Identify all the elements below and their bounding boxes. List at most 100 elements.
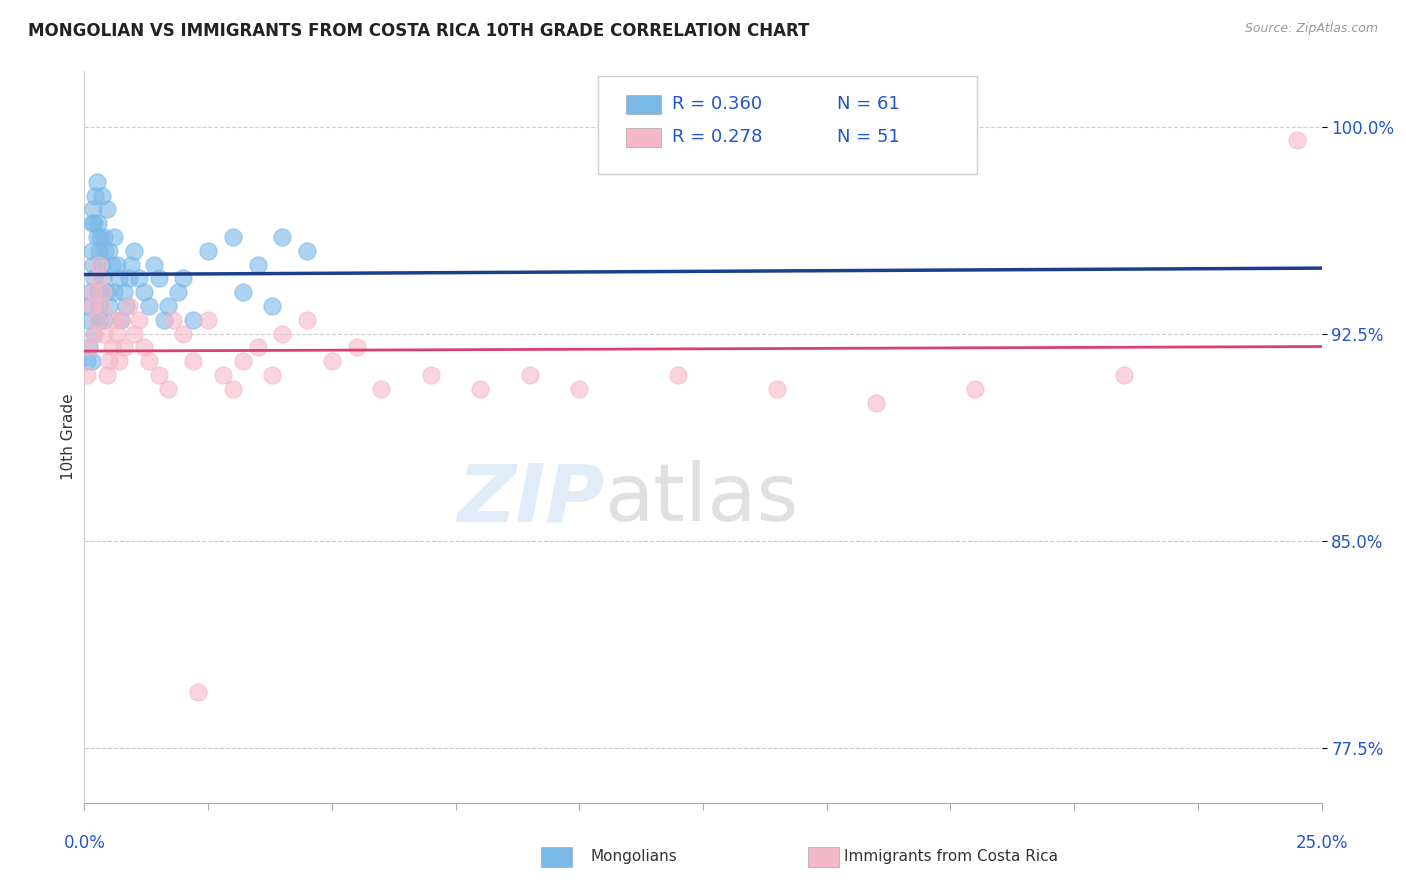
Point	[103, 285, 125, 300]
Point	[157, 382, 180, 396]
Text: ZIP: ZIP	[457, 460, 605, 538]
Point	[172, 271, 194, 285]
Point	[84, 188, 107, 202]
Point	[152, 312, 174, 326]
Point	[246, 340, 269, 354]
Point	[122, 244, 145, 258]
Point	[222, 382, 245, 396]
Point	[89, 299, 111, 313]
Point	[122, 326, 145, 341]
Point	[93, 230, 115, 244]
Point	[262, 368, 284, 382]
Y-axis label: 10th Grade: 10th Grade	[60, 393, 76, 481]
Point	[1285, 133, 1308, 147]
Point	[76, 354, 98, 368]
Point	[98, 354, 121, 368]
Text: 25.0%: 25.0%	[1295, 834, 1348, 852]
Point	[142, 258, 165, 272]
Point	[167, 285, 190, 300]
Point	[80, 299, 103, 313]
Point	[1112, 368, 1135, 382]
Point	[98, 299, 121, 313]
Point	[86, 312, 108, 326]
Point	[197, 312, 219, 326]
Point	[148, 368, 170, 382]
Point	[568, 382, 591, 396]
Text: R = 0.360: R = 0.360	[672, 95, 762, 113]
Point	[86, 175, 108, 189]
Point	[77, 312, 100, 326]
Point	[100, 340, 122, 354]
Point	[232, 354, 254, 368]
Point	[76, 368, 98, 382]
Point	[262, 299, 284, 313]
Point	[138, 299, 160, 313]
Point	[271, 230, 294, 244]
Point	[118, 299, 141, 313]
Text: 0.0%: 0.0%	[63, 834, 105, 852]
Point	[222, 230, 245, 244]
Text: atlas: atlas	[605, 460, 799, 538]
Point	[965, 382, 987, 396]
Point	[470, 382, 492, 396]
Point	[91, 271, 114, 285]
Point	[89, 312, 111, 326]
Point	[321, 354, 343, 368]
Point	[128, 312, 150, 326]
Point	[87, 271, 110, 285]
Point	[82, 258, 104, 272]
Point	[865, 395, 887, 409]
Point	[89, 244, 111, 258]
Point	[90, 188, 112, 202]
Point	[96, 202, 118, 217]
Point	[157, 299, 180, 313]
Point	[187, 685, 209, 699]
Point	[86, 230, 108, 244]
Point	[519, 368, 541, 382]
Point	[89, 258, 111, 272]
Point	[118, 271, 141, 285]
Point	[103, 230, 125, 244]
Point	[79, 299, 101, 313]
Point	[83, 216, 105, 230]
Text: N = 61: N = 61	[837, 95, 900, 113]
Point	[80, 244, 103, 258]
Point	[132, 340, 155, 354]
Point	[112, 285, 135, 300]
Point	[91, 285, 114, 300]
Point	[90, 258, 112, 272]
Point	[93, 312, 115, 326]
Point	[120, 258, 142, 272]
Point	[79, 340, 101, 354]
Point	[105, 258, 128, 272]
Point	[766, 382, 789, 396]
Point	[232, 285, 254, 300]
Point	[96, 368, 118, 382]
Point	[181, 354, 204, 368]
Text: MONGOLIAN VS IMMIGRANTS FROM COSTA RICA 10TH GRADE CORRELATION CHART: MONGOLIAN VS IMMIGRANTS FROM COSTA RICA …	[28, 22, 810, 40]
Point	[82, 285, 104, 300]
Point	[138, 354, 160, 368]
Point	[197, 244, 219, 258]
Point	[110, 312, 132, 326]
Point	[87, 285, 110, 300]
Text: Source: ZipAtlas.com: Source: ZipAtlas.com	[1244, 22, 1378, 36]
Point	[115, 299, 138, 313]
Point	[246, 258, 269, 272]
Text: R = 0.278: R = 0.278	[672, 128, 762, 146]
Point	[128, 271, 150, 285]
Point	[80, 354, 103, 368]
Point	[79, 285, 101, 300]
Point	[346, 340, 368, 354]
Point	[100, 258, 122, 272]
Point	[105, 326, 128, 341]
Point	[94, 244, 117, 258]
Point	[89, 230, 111, 244]
Point	[93, 326, 115, 341]
Text: Immigrants from Costa Rica: Immigrants from Costa Rica	[844, 849, 1057, 863]
Point	[419, 368, 441, 382]
Point	[295, 312, 318, 326]
Point	[212, 368, 235, 382]
Point	[181, 312, 204, 326]
Point	[108, 354, 131, 368]
